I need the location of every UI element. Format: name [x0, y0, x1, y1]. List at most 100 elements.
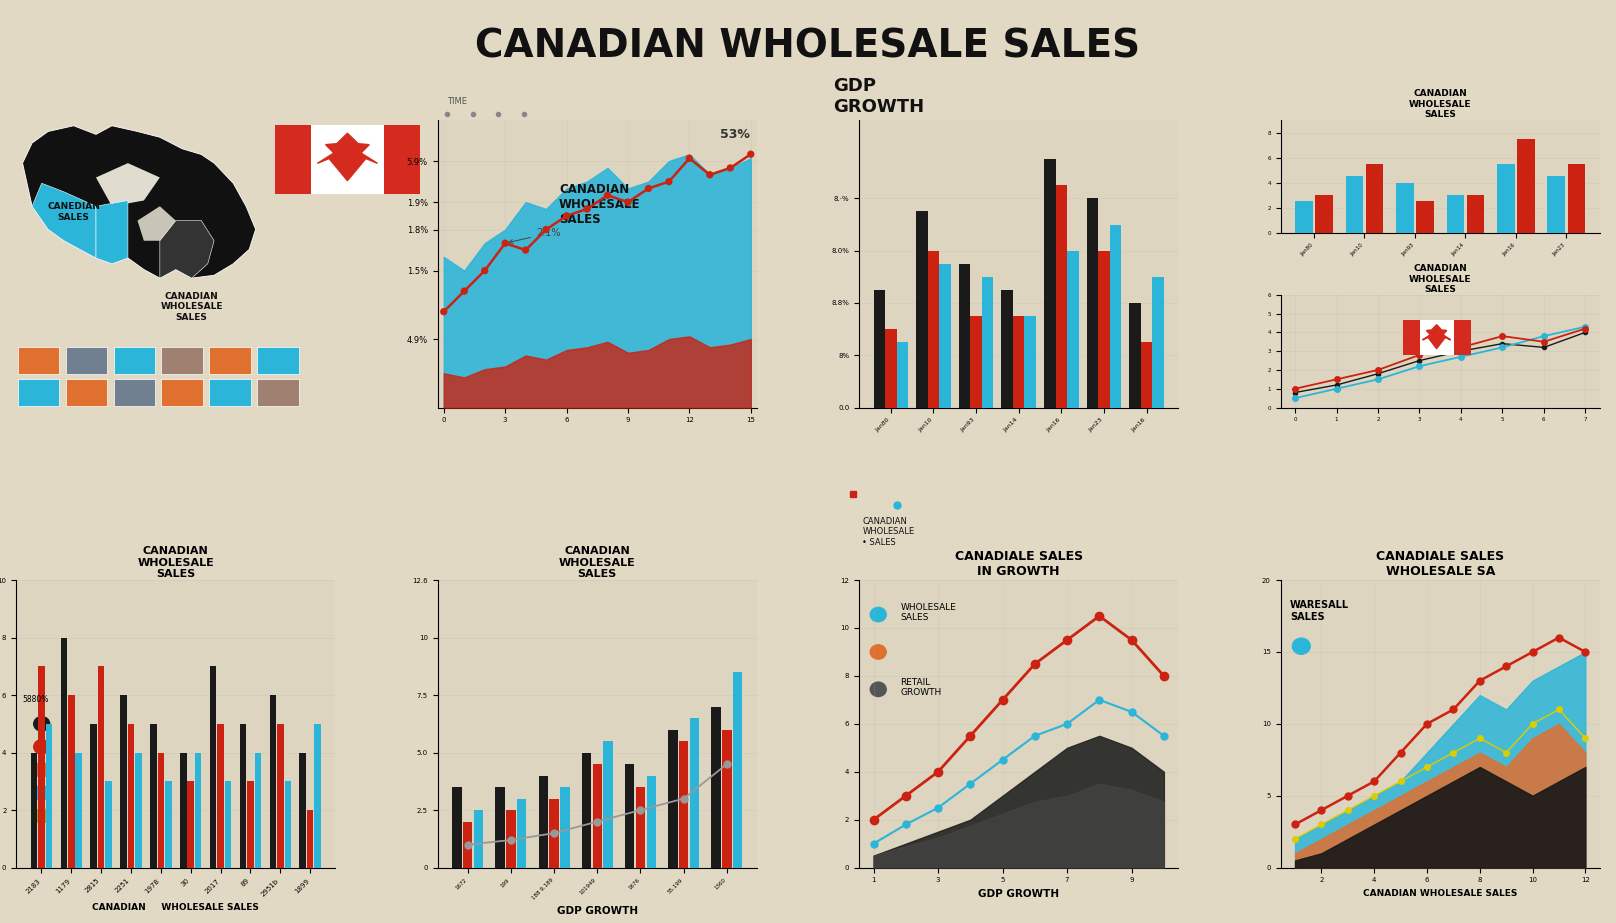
Circle shape [34, 716, 50, 731]
Bar [506, 810, 516, 868]
Polygon shape [137, 206, 176, 241]
Bar [916, 211, 928, 408]
Bar [66, 378, 107, 406]
X-axis label: CANADIAN     WHOLESALE SALES: CANADIAN WHOLESALE SALES [92, 903, 259, 912]
Bar [210, 378, 250, 406]
Bar [136, 752, 142, 868]
Bar [307, 810, 314, 868]
Bar [299, 752, 305, 868]
Bar [1152, 277, 1164, 408]
Bar [18, 378, 60, 406]
Bar [1141, 342, 1152, 408]
Bar [603, 741, 612, 868]
Bar [315, 724, 322, 868]
Text: CANEDIAN
SALES: CANEDIAN SALES [47, 202, 100, 222]
Bar [60, 638, 68, 868]
Text: WARESALL
SALES: WARESALL SALES [1290, 600, 1349, 622]
Bar [1110, 224, 1122, 408]
Bar [150, 724, 157, 868]
Bar [162, 378, 204, 406]
Bar [1025, 316, 1036, 408]
Bar [1086, 198, 1099, 408]
Bar [68, 695, 74, 868]
Polygon shape [1422, 325, 1451, 349]
Text: GDP
GROWTH: GDP GROWTH [834, 77, 924, 115]
Bar [275, 125, 312, 194]
Bar [958, 264, 970, 408]
Point [616, 195, 642, 210]
Bar [625, 764, 635, 868]
Bar [99, 666, 105, 868]
Text: CANADIAN
WHOLESALE
SALES: CANADIAN WHOLESALE SALES [160, 292, 223, 322]
Point [512, 243, 538, 258]
Bar [113, 347, 155, 375]
Bar [1130, 303, 1141, 408]
Bar [473, 810, 483, 868]
Point [696, 167, 722, 182]
Text: RETAIL
GROWTH: RETAIL GROWTH [900, 677, 942, 697]
Bar [113, 378, 155, 406]
Bar [225, 782, 231, 868]
Point [472, 263, 498, 278]
Bar [1548, 176, 1566, 233]
Bar [1454, 320, 1471, 355]
Bar [874, 290, 886, 408]
Bar [646, 775, 656, 868]
Title: CANADIALE SALES
IN GROWTH: CANADIALE SALES IN GROWTH [955, 549, 1083, 578]
Bar [1294, 201, 1312, 233]
Bar [31, 752, 37, 868]
Bar [517, 798, 527, 868]
Circle shape [1293, 638, 1311, 654]
Point [493, 236, 519, 251]
Bar [385, 125, 420, 194]
Bar [196, 752, 202, 868]
Bar [217, 724, 225, 868]
X-axis label: CANADIAN WHOLESALE SALES: CANADIAN WHOLESALE SALES [1362, 889, 1517, 898]
Circle shape [871, 645, 886, 659]
Bar [462, 821, 472, 868]
Text: TIME: TIME [448, 97, 467, 105]
Bar [1446, 195, 1464, 233]
Bar [722, 729, 732, 868]
Polygon shape [32, 184, 95, 258]
Text: CANADIAN
WHOLESALE
• SALES: CANADIAN WHOLESALE • SALES [863, 517, 915, 546]
Polygon shape [317, 133, 378, 181]
Polygon shape [95, 163, 160, 206]
Circle shape [871, 607, 886, 622]
Bar [679, 741, 688, 868]
Bar [582, 752, 591, 868]
Bar [247, 782, 254, 868]
Bar [928, 251, 939, 408]
Bar [1517, 138, 1535, 233]
Circle shape [34, 762, 50, 777]
X-axis label: GDP GROWTH: GDP GROWTH [978, 889, 1060, 899]
Polygon shape [160, 221, 213, 278]
Point [718, 161, 743, 175]
Title: CANADIAN
WHOLESALE
SALES: CANADIAN WHOLESALE SALES [1409, 264, 1472, 294]
Bar [538, 775, 548, 868]
Bar [210, 666, 217, 868]
Point [574, 201, 600, 216]
Bar [897, 342, 908, 408]
Point [595, 188, 621, 203]
Text: 53%: 53% [721, 127, 750, 141]
Bar [690, 718, 700, 868]
Bar [1013, 316, 1025, 408]
Bar [1002, 290, 1013, 408]
Bar [255, 752, 262, 868]
Title: CANADIALE SALES
WHOLESALE SA: CANADIALE SALES WHOLESALE SA [1377, 549, 1504, 578]
Bar [1396, 183, 1414, 233]
Bar [1467, 195, 1485, 233]
Bar [1568, 164, 1585, 233]
Point [431, 305, 457, 319]
Point [739, 147, 764, 162]
Circle shape [34, 785, 50, 800]
Circle shape [34, 739, 50, 754]
Bar [1403, 320, 1419, 355]
Bar [257, 347, 299, 375]
Bar [162, 347, 204, 375]
Bar [970, 316, 983, 408]
Bar [1346, 176, 1364, 233]
Title: CANADIAN
WHOLESALE
SALES: CANADIAN WHOLESALE SALES [1409, 90, 1472, 119]
Bar [1496, 164, 1514, 233]
